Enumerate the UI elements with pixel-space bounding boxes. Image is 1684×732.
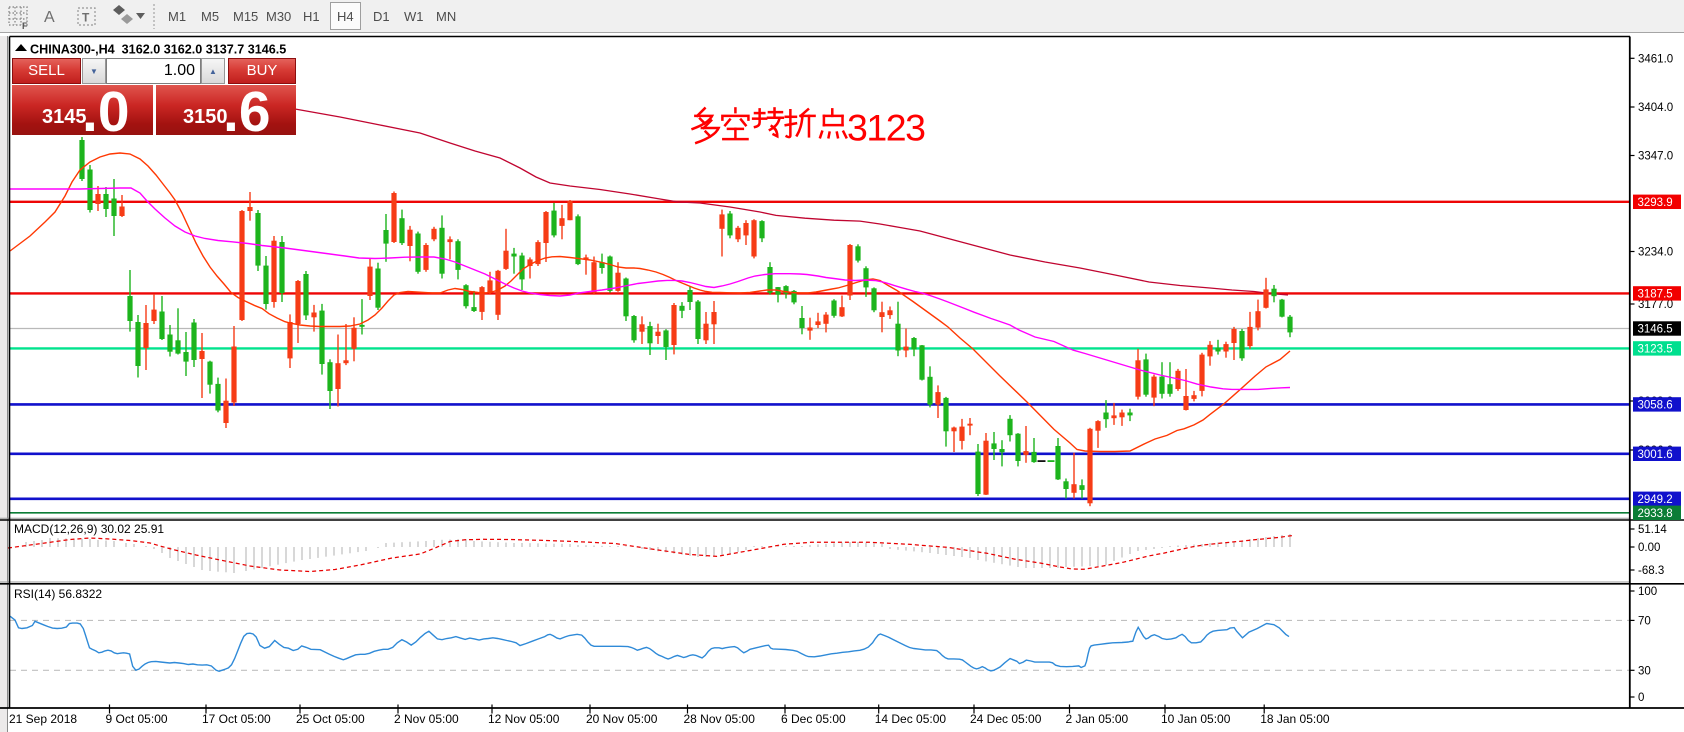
- svg-text:3347.0: 3347.0: [1638, 151, 1673, 163]
- svg-text:RSI(14) 56.8322: RSI(14) 56.8322: [14, 587, 102, 601]
- svg-text:24 Dec 05:00: 24 Dec 05:00: [970, 712, 1042, 726]
- svg-text:10 Jan 05:00: 10 Jan 05:00: [1161, 712, 1231, 726]
- svg-text:0.00: 0.00: [1638, 542, 1660, 554]
- svg-text:12 Nov 05:00: 12 Nov 05:00: [488, 712, 560, 726]
- svg-text:100: 100: [1638, 586, 1657, 598]
- svg-text:14 Dec 05:00: 14 Dec 05:00: [875, 712, 947, 726]
- svg-text:3123.5: 3123.5: [1638, 344, 1673, 356]
- svg-text:2949.2: 2949.2: [1638, 494, 1673, 506]
- svg-text:28 Nov 05:00: 28 Nov 05:00: [684, 712, 756, 726]
- svg-text:6 Dec 05:00: 6 Dec 05:00: [781, 712, 846, 726]
- svg-text:25 Oct 05:00: 25 Oct 05:00: [296, 712, 365, 726]
- svg-text:3234.0: 3234.0: [1638, 247, 1673, 259]
- svg-text:9 Oct 05:00: 9 Oct 05:00: [106, 712, 168, 726]
- svg-text:3404.0: 3404.0: [1638, 102, 1673, 114]
- svg-text:3123: 3123: [847, 107, 925, 149]
- svg-text:3461.0: 3461.0: [1638, 53, 1673, 65]
- svg-text:30: 30: [1638, 665, 1651, 677]
- svg-text:70: 70: [1638, 615, 1651, 627]
- svg-text:17 Oct 05:00: 17 Oct 05:00: [202, 712, 271, 726]
- svg-text:CHINA300-,H4 3162.0 3162.0 31: CHINA300-,H4 3162.0 3162.0 3137.7 3146.5: [30, 43, 286, 57]
- svg-text:2933.8: 2933.8: [1638, 508, 1673, 520]
- svg-text:3001.6: 3001.6: [1638, 449, 1673, 461]
- svg-text:51.14: 51.14: [1638, 524, 1667, 536]
- svg-text:F: F: [22, 21, 28, 31]
- svg-text:2 Jan 05:00: 2 Jan 05:00: [1066, 712, 1129, 726]
- svg-text:MACD(12,26,9) 30.02 25.91: MACD(12,26,9) 30.02 25.91: [14, 522, 164, 536]
- svg-text:2 Nov 05:00: 2 Nov 05:00: [394, 712, 459, 726]
- svg-text:3177.0: 3177.0: [1638, 299, 1673, 311]
- svg-text:3058.6: 3058.6: [1638, 400, 1673, 412]
- svg-text:3293.9: 3293.9: [1638, 197, 1673, 209]
- svg-text:18 Jan 05:00: 18 Jan 05:00: [1260, 712, 1330, 726]
- svg-text:3146.5: 3146.5: [1638, 324, 1673, 336]
- svg-text:0: 0: [1638, 692, 1644, 704]
- svg-text:20 Nov 05:00: 20 Nov 05:00: [586, 712, 658, 726]
- svg-text:3187.5: 3187.5: [1638, 289, 1673, 301]
- svg-text:A: A: [44, 9, 55, 26]
- svg-text:T: T: [82, 11, 90, 25]
- svg-text:21 Sep 2018: 21 Sep 2018: [9, 712, 77, 726]
- svg-text:-68.3: -68.3: [1638, 565, 1664, 577]
